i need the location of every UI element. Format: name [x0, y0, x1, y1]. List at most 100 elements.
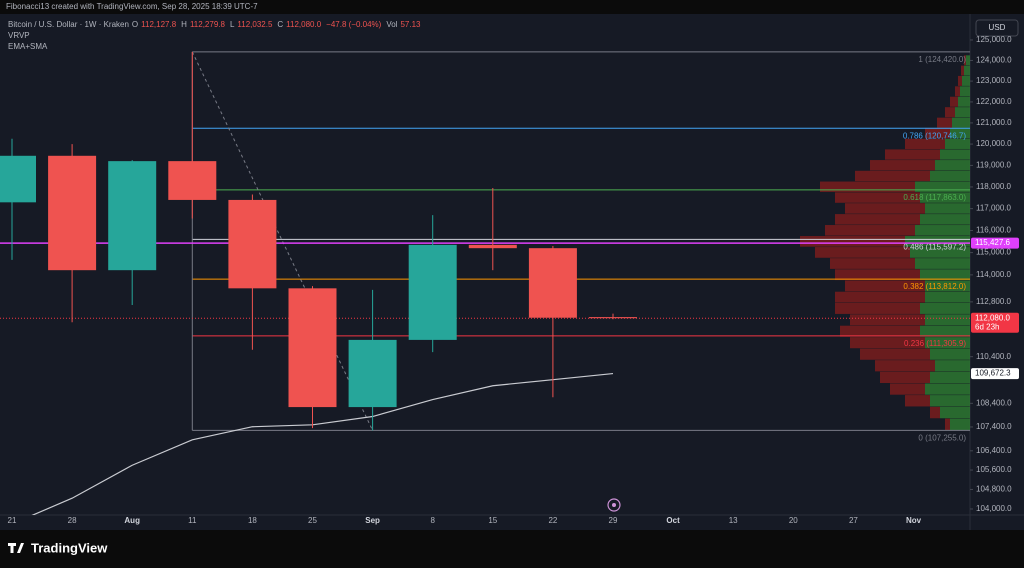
volume-profile-up: [952, 117, 970, 128]
volume-profile-down: [800, 236, 905, 247]
currency[interactable]: USD: [989, 23, 1006, 32]
volume-profile-down: [850, 314, 925, 326]
legend-label: O: [131, 20, 139, 29]
volume-profile-down: [835, 192, 920, 203]
volume-profile-up: [940, 406, 970, 419]
volume-profile-down: [905, 395, 930, 407]
symbol: Bitcoin / U.S. Dollar · 1W · Kraken: [8, 20, 129, 29]
x-tick-label: 29: [609, 516, 618, 525]
brand: TradingView: [31, 540, 108, 555]
x-tick-label: 22: [548, 516, 557, 525]
legend: Bitcoin / U.S. Dollar · 1W · Kraken O 112…: [8, 19, 422, 52]
volume-profile-down: [855, 170, 930, 182]
candle-body: [528, 248, 577, 318]
y-tick-label: 114,000.0: [976, 270, 1012, 279]
indicator-row[interactable]: VRVP: [8, 30, 422, 41]
fib-label: 0.486 (115,597.2): [903, 243, 966, 252]
candle-body: [108, 161, 157, 271]
volume-profile-up: [925, 203, 970, 214]
volume-profile-down: [930, 406, 940, 419]
volume-profile-up: [930, 395, 970, 407]
volume-profile-up: [940, 149, 970, 160]
volume-profile-up: [950, 128, 970, 139]
candle-body: [228, 199, 277, 289]
volume-profile-down: [845, 203, 925, 214]
volume-profile-down: [937, 117, 952, 128]
volume-profile-down: [835, 291, 925, 303]
candle-body: [48, 155, 97, 271]
y-tick-label: 115,000.0: [976, 248, 1012, 257]
y-tick-label: 123,000.0: [976, 76, 1012, 85]
x-tick-label: 18: [248, 516, 257, 525]
volume-profile-down: [830, 258, 915, 269]
y-tick-label: 124,000.0: [976, 56, 1012, 65]
plot-area: 1 (124,420.0) 0.786 (120,746.7) 0.618 (117…: [0, 51, 970, 515]
fib-label: 1 (124,420.0): [918, 55, 966, 64]
fib-label: 0.236 (111,305.9): [904, 339, 966, 348]
y-tick-label: 116,000.0: [976, 226, 1012, 235]
volume-profile-down: [840, 325, 920, 337]
ema-badge: [971, 368, 1019, 380]
x-tick-label: Nov: [906, 516, 922, 525]
volume-profile-down: [964, 55, 966, 66]
candle-body: [348, 339, 397, 408]
volume-profile-down: [950, 96, 958, 107]
volume-profile-down: [815, 247, 910, 258]
volume-profile-up: [905, 236, 970, 247]
fib-label: 0.786 (120,746.7): [903, 131, 966, 140]
volume-profile-up: [935, 360, 970, 372]
volume-profile-down: [925, 128, 950, 139]
volume-profile-up: [925, 383, 970, 395]
volume-profile-up: [925, 280, 970, 292]
x-tick-label: Sep: [365, 516, 380, 525]
y-tick-label: 119,000.0: [976, 161, 1012, 170]
volume-profile-up: [930, 371, 970, 384]
volume-profile-down: [850, 337, 925, 349]
ema-badge-label: 109,672.3: [975, 369, 1011, 378]
volume-profile-up: [925, 314, 970, 326]
candle-body: [0, 155, 36, 203]
y-tick-label: 104,800.0: [976, 485, 1012, 494]
volume-profile-down: [955, 86, 960, 97]
volume-profile-up: [920, 325, 970, 337]
indicator-name[interactable]: VRVP: [8, 31, 30, 40]
volume-profile-up: [955, 107, 970, 118]
y-tick-label: 121,000.0: [976, 118, 1012, 127]
countdown: 6d 23h: [975, 322, 999, 331]
indicator-name[interactable]: EMA+SMA: [8, 42, 48, 51]
legend-value: 112,127.8: [141, 20, 177, 29]
volume-profile-down: [835, 269, 920, 281]
legend-label: H: [181, 20, 187, 29]
volume-profile-down: [825, 225, 915, 236]
candle-body: [168, 161, 217, 200]
volume-profile-down: [890, 383, 925, 395]
volume-profile-up: [915, 181, 970, 192]
fib-trend-line: [191, 51, 374, 431]
volume-profile-up: [920, 302, 970, 314]
price-badge: [971, 312, 1019, 333]
volume-profile-down: [845, 280, 925, 292]
volume-profile-down: [958, 75, 962, 86]
volume-profile-down: [945, 418, 950, 431]
x-tick-label: 27: [849, 516, 858, 525]
x-tick-label: Oct: [666, 516, 680, 525]
candle-body: [589, 317, 637, 319]
volume-profile-up: [915, 258, 970, 269]
volume-profile-down: [875, 360, 935, 372]
volume-profile-up: [950, 418, 970, 431]
legend-value: 112,080.0: [286, 20, 322, 29]
volume-profile-up: [964, 65, 970, 76]
currency-button[interactable]: [975, 19, 1019, 37]
y-tick-label: 112,800.0: [976, 297, 1012, 306]
y-tick-label: 106,400.0: [976, 446, 1012, 455]
volume-profile-up: [966, 55, 970, 66]
volume-profile-down: [820, 181, 915, 192]
indicator-row[interactable]: EMA+SMA: [8, 41, 422, 52]
y-tick-label: 125,000.0: [976, 35, 1012, 44]
magic-icon[interactable]: [607, 498, 621, 512]
y-tick-label: 110,400.0: [976, 352, 1012, 361]
volume-profile-down: [885, 149, 940, 160]
symbol-row: Bitcoin / U.S. Dollar · 1W · Kraken O 112…: [8, 19, 422, 30]
y-tick-label: 105,600.0: [976, 465, 1012, 474]
